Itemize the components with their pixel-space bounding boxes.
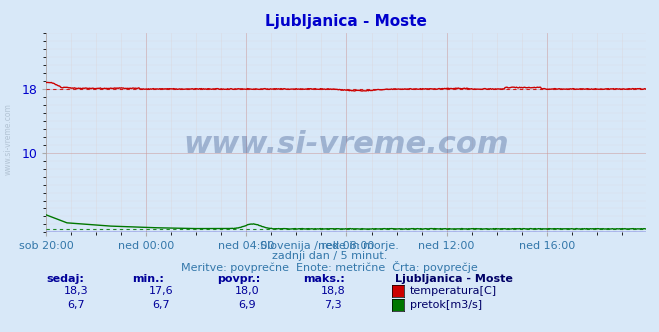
Text: pretok[m3/s]: pretok[m3/s] xyxy=(410,300,482,310)
Text: 6,7: 6,7 xyxy=(153,300,170,310)
Text: 6,7: 6,7 xyxy=(67,300,84,310)
Text: Meritve: povprečne  Enote: metrične  Črta: povprečje: Meritve: povprečne Enote: metrične Črta:… xyxy=(181,261,478,273)
Text: 18,0: 18,0 xyxy=(235,286,260,296)
Text: Slovenija / reke in morje.: Slovenija / reke in morje. xyxy=(260,241,399,251)
Text: zadnji dan / 5 minut.: zadnji dan / 5 minut. xyxy=(272,251,387,261)
Text: www.si-vreme.com: www.si-vreme.com xyxy=(183,130,509,159)
Text: 7,3: 7,3 xyxy=(324,300,341,310)
Text: min.:: min.: xyxy=(132,274,163,284)
Text: Ljubljanica - Moste: Ljubljanica - Moste xyxy=(395,274,513,284)
Text: www.si-vreme.com: www.si-vreme.com xyxy=(3,104,13,175)
Text: sedaj:: sedaj: xyxy=(46,274,84,284)
Text: maks.:: maks.: xyxy=(303,274,345,284)
Text: temperatura[C]: temperatura[C] xyxy=(410,286,497,296)
Text: 6,9: 6,9 xyxy=(239,300,256,310)
Text: povpr.:: povpr.: xyxy=(217,274,261,284)
Text: 18,3: 18,3 xyxy=(63,286,88,296)
Text: 17,6: 17,6 xyxy=(149,286,174,296)
Text: 18,8: 18,8 xyxy=(320,286,345,296)
Title: Ljubljanica - Moste: Ljubljanica - Moste xyxy=(265,14,427,29)
